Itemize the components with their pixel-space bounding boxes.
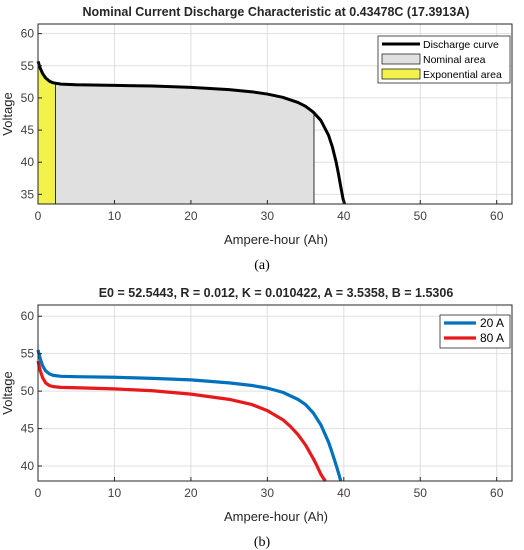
chart-a-y-axis-label: Voltage xyxy=(0,92,15,135)
x-tick-label: 60 xyxy=(490,486,504,500)
y-tick-label: 35 xyxy=(21,187,35,201)
chart-b-y-axis-label: Voltage xyxy=(0,371,15,414)
series-line-80-a xyxy=(36,360,327,482)
x-tick-label: 40 xyxy=(337,486,351,500)
chart-a-x-axis-label: Ampere-hour (Ah) xyxy=(224,232,328,247)
chart-a-legend: Discharge curve Nominal area Exponential a… xyxy=(377,35,511,84)
legend-label: 80 A xyxy=(480,331,504,345)
y-tick-label: 45 xyxy=(21,422,35,436)
x-tick-label: 20 xyxy=(184,209,198,223)
series-line-20-a xyxy=(36,349,343,482)
y-tick-label: 60 xyxy=(21,27,35,41)
x-tick-label: 40 xyxy=(337,209,351,223)
series-line-discharge-curve xyxy=(36,60,347,205)
x-tick-label: 20 xyxy=(184,486,198,500)
y-tick-label: 55 xyxy=(21,59,35,73)
x-tick-label: 10 xyxy=(108,486,122,500)
chart-b-axes-box xyxy=(37,304,513,482)
chart-b-x-ticks: 0 10 20 30 40 50 60 xyxy=(35,477,504,500)
legend-swatch xyxy=(381,68,421,80)
chart-a-lines xyxy=(36,60,347,205)
x-tick-label: 30 xyxy=(261,486,275,500)
legend-box xyxy=(439,314,511,349)
chart-b: E0 = 52.5443, R = 0.012, K = 0.010422, A… xyxy=(0,286,513,550)
chart-b-lines xyxy=(36,349,343,482)
y-tick-label: 40 xyxy=(21,155,35,169)
chart-b-legend: 20 A80 A xyxy=(439,314,511,349)
chart-a-x-ticks: 0 10 20 30 40 50 60 xyxy=(35,200,504,223)
chart-b-y-ticks: 40 45 50 55 60 xyxy=(21,309,42,473)
chart-b-x-axis-label: Ampere-hour (Ah) xyxy=(224,509,328,524)
x-tick-label: 50 xyxy=(414,486,428,500)
chart-b-title: E0 = 52.5443, R = 0.012, K = 0.010422, A… xyxy=(99,286,454,300)
x-tick-label: 50 xyxy=(414,209,428,223)
y-tick-label: 50 xyxy=(21,91,35,105)
chart-b-caption: (b) xyxy=(254,535,271,550)
legend-label: Exponential area xyxy=(423,69,502,81)
x-tick-label: 0 xyxy=(35,209,42,223)
legend-label: 20 A xyxy=(480,316,504,330)
chart-a: Nominal Current Discharge Characteristic… xyxy=(0,5,513,273)
x-tick-label: 10 xyxy=(108,209,122,223)
x-tick-label: 60 xyxy=(490,209,504,223)
chart-b-grid xyxy=(37,305,512,481)
y-tick-label: 45 xyxy=(21,123,35,137)
chart-a-title: Nominal Current Discharge Characteristic… xyxy=(83,5,470,19)
legend-label: Nominal area xyxy=(423,54,486,66)
y-tick-label: 40 xyxy=(21,459,35,473)
legend-label: Discharge curve xyxy=(423,39,499,51)
x-tick-label: 30 xyxy=(261,209,275,223)
chart-a-y-ticks: 35 40 45 50 55 60 xyxy=(21,27,42,201)
x-tick-label: 0 xyxy=(35,486,42,500)
chart-a-axes-box xyxy=(37,23,513,205)
y-tick-label: 55 xyxy=(21,347,35,361)
legend-swatch xyxy=(381,53,421,65)
chart-a-caption: (a) xyxy=(254,258,270,273)
y-tick-label: 60 xyxy=(21,309,35,323)
y-tick-label: 50 xyxy=(21,384,35,398)
chart-b-plot-area xyxy=(38,305,512,481)
